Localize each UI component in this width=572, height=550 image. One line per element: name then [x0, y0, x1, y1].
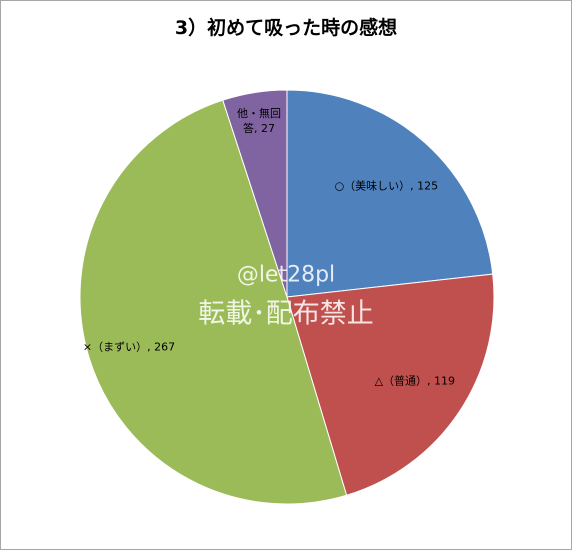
data-label: ×（まずい）, 267 [82, 340, 176, 353]
chart-title: 3）初めて吸った時の感想 [174, 17, 398, 39]
pie-slice [222, 89, 288, 298]
watermark: @let28pl [236, 262, 336, 288]
pie-slice [286, 273, 495, 496]
data-label: ○（美味しい）, 125 [334, 179, 439, 193]
pie-slice [79, 99, 348, 505]
pie-slice [286, 89, 494, 298]
data-label: △（普通）, 119 [374, 374, 456, 388]
data-label: 他・無回答, 27 [237, 107, 282, 136]
watermark: 転載･配布禁止 [198, 298, 374, 330]
